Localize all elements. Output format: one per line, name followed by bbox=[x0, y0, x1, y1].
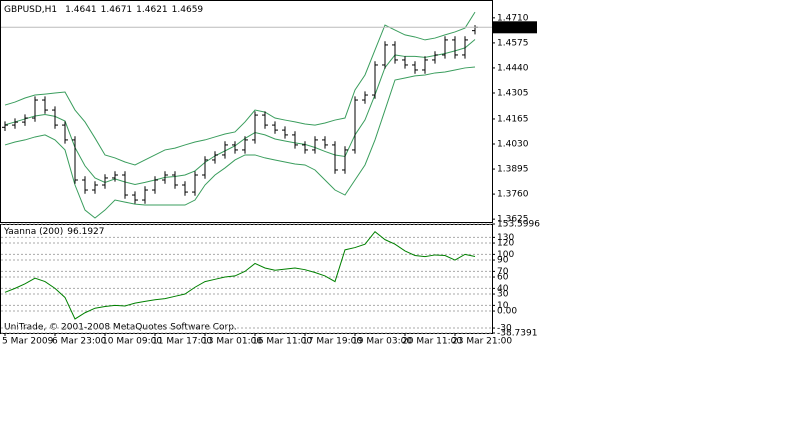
x-tick-label: 11 Mar 17:00 bbox=[152, 337, 212, 347]
last-high: 1.4671 bbox=[101, 5, 133, 15]
y-tick-label: 1.4440 bbox=[497, 63, 529, 73]
price-box bbox=[493, 21, 537, 34]
price-label: 1.4659 bbox=[497, 23, 529, 33]
main-pane bbox=[0, 0, 493, 223]
symbol: GBPUSD,H1 bbox=[4, 5, 57, 15]
indicator-line bbox=[4, 231, 476, 320]
chart-title: GBPUSD,H1 1.4641 1.4671 1.4621 1.4659 bbox=[4, 5, 203, 15]
x-tick-label: 20 Mar 11:00 bbox=[402, 337, 462, 347]
band-line bbox=[4, 39, 476, 185]
y-tick-label: 1.3625 bbox=[497, 215, 529, 225]
y-tick-label: 1.4575 bbox=[497, 38, 529, 48]
y-tick-label: 60 bbox=[497, 273, 509, 283]
last-close: 1.4659 bbox=[172, 5, 204, 15]
y-tick-label: 130 bbox=[497, 233, 514, 243]
x-tick-label: 23 Mar 21:00 bbox=[452, 337, 512, 347]
y-tick-label: 30 bbox=[497, 290, 509, 300]
y-tick-label: 153.5996 bbox=[497, 220, 540, 230]
band-line bbox=[4, 66, 476, 219]
last-low: 1.4621 bbox=[136, 5, 168, 15]
y-tick-label: 40 bbox=[497, 284, 509, 294]
x-tick-label: 19 Mar 03:00 bbox=[352, 337, 412, 347]
y-tick-label: 1.4710 bbox=[497, 13, 529, 23]
y-tick-label: 1.4030 bbox=[497, 140, 529, 150]
copyright: UniTrade, © 2001-2008 MetaQuotes Softwar… bbox=[4, 323, 237, 333]
y-tick-label: 90 bbox=[497, 256, 509, 266]
y-tick-label: 120 bbox=[497, 239, 514, 249]
x-tick-label: 5 Mar 2009 bbox=[2, 337, 54, 347]
indicator-name: Yaanna (200) bbox=[3, 227, 63, 237]
y-tick-label: -38.7391 bbox=[497, 329, 537, 339]
x-tick-label: 16 Mar 11:00 bbox=[252, 337, 312, 347]
y-tick-label: 100 bbox=[497, 250, 514, 260]
y-tick-label: 0.00 bbox=[497, 307, 517, 317]
y-tick-label: 1.3895 bbox=[497, 165, 529, 175]
y-tick-label: 1.4305 bbox=[497, 88, 529, 98]
indicator-title: Yaanna (200) 96.1927 bbox=[3, 227, 105, 237]
y-tick-label: 1.3760 bbox=[497, 190, 529, 200]
y-tick-label: 10 bbox=[497, 301, 509, 311]
x-tick-label: 17 Mar 19:00 bbox=[302, 337, 362, 347]
y-tick-label: 70 bbox=[497, 267, 509, 277]
x-tick-label: 6 Mar 23:00 bbox=[52, 337, 107, 347]
x-tick-label: 13 Mar 01:00 bbox=[202, 337, 262, 347]
x-tick-label: 10 Mar 09:00 bbox=[102, 337, 162, 347]
indicator-value: 96.1927 bbox=[67, 227, 104, 237]
last-open: 1.4641 bbox=[65, 5, 97, 15]
band-line bbox=[4, 11, 476, 166]
y-tick-label: -30 bbox=[497, 324, 512, 334]
y-tick-label: 1.4165 bbox=[497, 114, 529, 124]
